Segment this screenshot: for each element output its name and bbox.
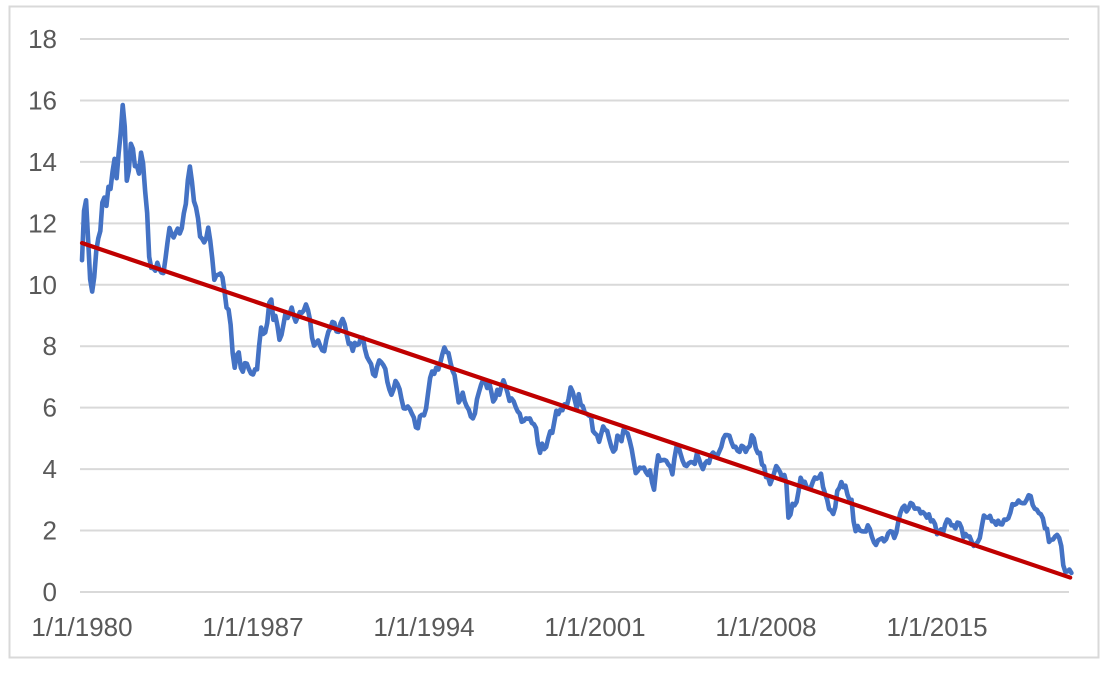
x-axis-tick-label: 1/1/2008 bbox=[715, 612, 816, 642]
y-axis-tick-label: 0 bbox=[43, 577, 57, 607]
y-axis-tick-label: 16 bbox=[28, 85, 57, 115]
x-axis-tick-label: 1/1/1987 bbox=[202, 612, 303, 642]
trendline-line bbox=[79, 240, 1073, 580]
y-axis-tick-label: 2 bbox=[43, 516, 57, 546]
x-axis-tick-label: 1/1/1980 bbox=[31, 612, 132, 642]
y-axis-tick-label: 12 bbox=[28, 208, 57, 238]
x-axis-tick-label: 1/1/1994 bbox=[373, 612, 474, 642]
data-series-line bbox=[79, 102, 1074, 576]
chart-border bbox=[8, 5, 1100, 659]
x-axis-tick-label: 1/1/2015 bbox=[886, 612, 987, 642]
y-axis-tick-label: 14 bbox=[28, 147, 57, 177]
x-axis-tick-label: 1/1/2001 bbox=[544, 612, 645, 642]
y-axis-tick-label: 8 bbox=[43, 331, 57, 361]
y-axis-tick-label: 10 bbox=[28, 270, 57, 300]
y-axis-tick-label: 6 bbox=[43, 393, 57, 423]
y-axis-tick-label: 4 bbox=[43, 454, 57, 484]
y-axis-tick-label: 18 bbox=[28, 24, 57, 54]
